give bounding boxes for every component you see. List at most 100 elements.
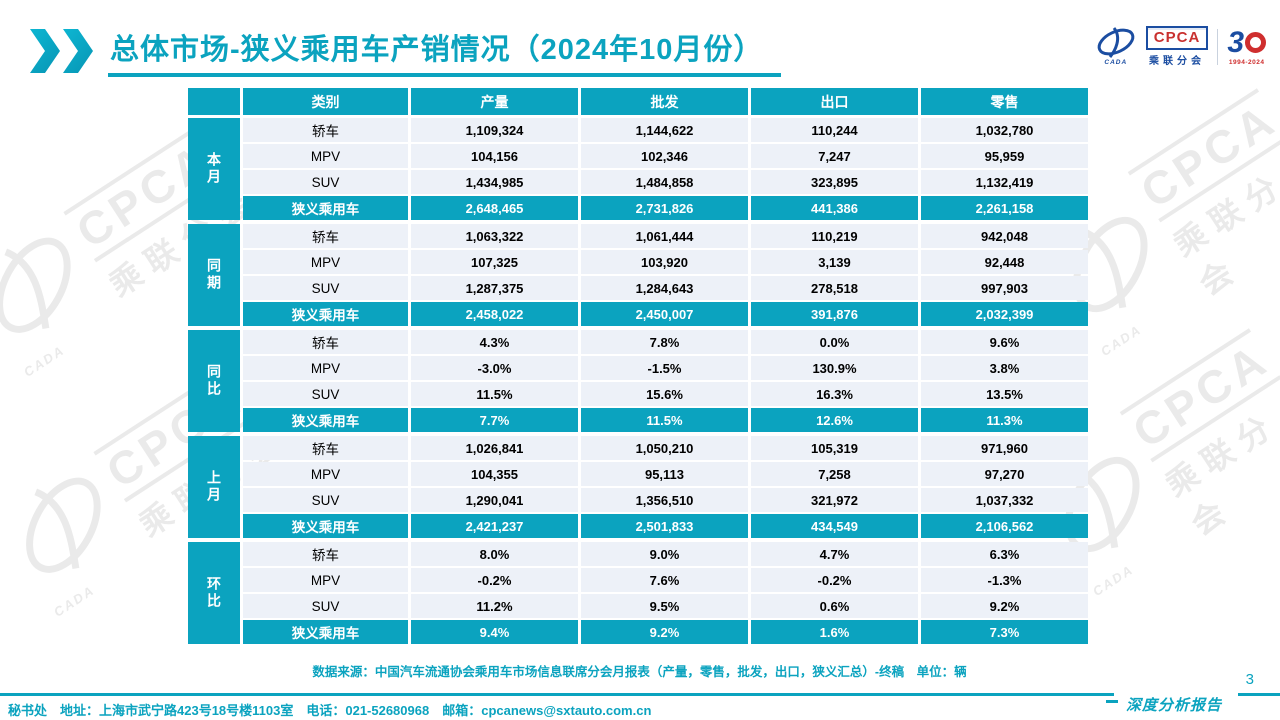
value-cell: 11.5% (581, 408, 748, 432)
category-cell: SUV (243, 594, 408, 618)
cada-watermark-label: CADA (51, 582, 98, 620)
value-cell: 3.8% (921, 356, 1088, 380)
value-cell: 2,648,465 (411, 196, 578, 220)
cpca-watermark-sublabel: 乘联分会 (1159, 404, 1280, 543)
value-cell: 441,386 (751, 196, 918, 220)
cada-watermark-label: CADA (1097, 321, 1145, 360)
value-cell: -1.5% (581, 356, 748, 380)
category-cell: 轿车 (243, 436, 408, 460)
value-cell: 7.8% (581, 330, 748, 354)
value-cell: 1,037,332 (921, 488, 1088, 512)
value-cell: 104,156 (411, 144, 578, 168)
value-cell: -0.2% (751, 568, 918, 592)
value-cell: -1.3% (921, 568, 1088, 592)
cada-watermark-label: CADA (21, 342, 68, 380)
cada-label: CADA (1104, 59, 1128, 66)
value-cell: 0.0% (751, 330, 918, 354)
category-cell: SUV (243, 382, 408, 406)
value-cell: 434,549 (751, 514, 918, 538)
value-cell: 2,731,826 (581, 196, 748, 220)
value-cell: 105,319 (751, 436, 918, 460)
page-title: 总体市场-狭义乘用车产销情况（2024年10月份） (108, 26, 782, 77)
anniversary-30-logo: 3 1994-2024 (1227, 25, 1266, 66)
column-header: 批发 (581, 88, 748, 115)
value-cell: 11.2% (411, 594, 578, 618)
value-cell: 6.3% (921, 542, 1088, 566)
table-group: 同期 轿车 1,063,322 1,061,444 110,219 942,048 MPV 1… (188, 224, 1091, 326)
cpca-watermark-label: CPCA (1119, 328, 1280, 463)
value-cell: 130.9% (751, 356, 918, 380)
category-cell: MPV (243, 250, 408, 274)
value-cell: 107,325 (411, 250, 578, 274)
footer-divider-right (1238, 693, 1280, 696)
value-cell: 3,139 (751, 250, 918, 274)
value-cell: 2,261,158 (921, 196, 1088, 220)
value-cell: 2,032,399 (921, 302, 1088, 326)
value-cell: 1.6% (751, 620, 918, 644)
value-cell: 2,458,022 (411, 302, 578, 326)
category-cell: 轿车 (243, 118, 408, 142)
category-cell: MPV (243, 462, 408, 486)
group-label: 本月 (188, 118, 240, 220)
value-cell: 13.5% (921, 382, 1088, 406)
value-cell: 971,960 (921, 436, 1088, 460)
anniversary-ring-icon (1245, 32, 1266, 53)
value-cell: 2,421,237 (411, 514, 578, 538)
chevron-right-icon (30, 29, 60, 73)
value-cell: 9.2% (581, 620, 748, 644)
cpca-swirl-watermark-icon: CADA (0, 209, 121, 380)
value-cell: -3.0% (411, 356, 578, 380)
value-cell: 4.7% (751, 542, 918, 566)
page-number: 3 (1245, 671, 1254, 688)
value-cell: 1,061,444 (581, 224, 748, 248)
page-header: 总体市场-狭义乘用车产销情况（2024年10月份） (30, 26, 782, 77)
category-cell: SUV (243, 170, 408, 194)
value-cell: 323,895 (751, 170, 918, 194)
data-table: 类别 产量 批发 出口 零售 本月 轿车 1,109,324 1,144,622 110… (188, 88, 1091, 644)
category-cell: MPV (243, 356, 408, 380)
cpca-watermark-sublabel: 乘联分会 (1167, 164, 1280, 303)
category-cell: 轿车 (243, 542, 408, 566)
table-group: 上月 轿车 1,026,841 1,050,210 105,319 971,960 MPV 1… (188, 436, 1091, 538)
cpca-logo: CPCA 乘联分会 (1145, 26, 1209, 67)
cpca-emblem-icon: CADA (1095, 27, 1137, 66)
value-cell: 15.6% (581, 382, 748, 406)
value-cell: 7.7% (411, 408, 578, 432)
value-cell: 9.5% (581, 594, 748, 618)
cada-watermark-label: CADA (1089, 561, 1137, 600)
column-header: 类别 (243, 88, 408, 115)
cpca-watermark-label: CPCA (1127, 88, 1280, 223)
category-cell: 狭义乘用车 (243, 302, 408, 326)
value-cell: 9.4% (411, 620, 578, 644)
table-group: 本月 轿车 1,109,324 1,144,622 110,244 1,032,780 MP… (188, 118, 1091, 220)
value-cell: 92,448 (921, 250, 1088, 274)
value-cell: 1,356,510 (581, 488, 748, 512)
double-chevron-icon (30, 29, 96, 73)
anniversary-3-glyph: 3 (1227, 25, 1244, 59)
header-corner-cell (188, 88, 240, 115)
value-cell: 1,484,858 (581, 170, 748, 194)
value-cell: 1,284,643 (581, 276, 748, 300)
value-cell: 2,501,833 (581, 514, 748, 538)
category-cell: 狭义乘用车 (243, 408, 408, 432)
category-cell: 轿车 (243, 224, 408, 248)
table-header-row: 类别 产量 批发 出口 零售 (188, 88, 1091, 115)
footer-divider (0, 693, 1114, 696)
chevron-right-icon (63, 29, 93, 73)
value-cell: 1,050,210 (581, 436, 748, 460)
cpca-logo-subtext: 乘联分会 (1149, 56, 1206, 67)
value-cell: 7,258 (751, 462, 918, 486)
table-group: 同比 轿车 4.3% 7.8% 0.0% 9.6% MPV -3.0% -1.5% 130.9% 3… (188, 330, 1091, 432)
group-label: 同比 (188, 330, 240, 432)
data-source-note: 数据来源：中国汽车流通协会乘用车市场信息联席分会月报表（产量，零售，批发，出口，… (312, 665, 967, 679)
value-cell: 11.5% (411, 382, 578, 406)
value-cell: 102,346 (581, 144, 748, 168)
anniversary-years: 1994-2024 (1228, 58, 1265, 66)
value-cell: 11.3% (921, 408, 1088, 432)
column-header: 产量 (411, 88, 578, 115)
category-cell: MPV (243, 144, 408, 168)
column-header: 出口 (751, 88, 918, 115)
value-cell: 9.6% (921, 330, 1088, 354)
value-cell: 1,032,780 (921, 118, 1088, 142)
cpca-logo-text: CPCA (1145, 26, 1209, 50)
